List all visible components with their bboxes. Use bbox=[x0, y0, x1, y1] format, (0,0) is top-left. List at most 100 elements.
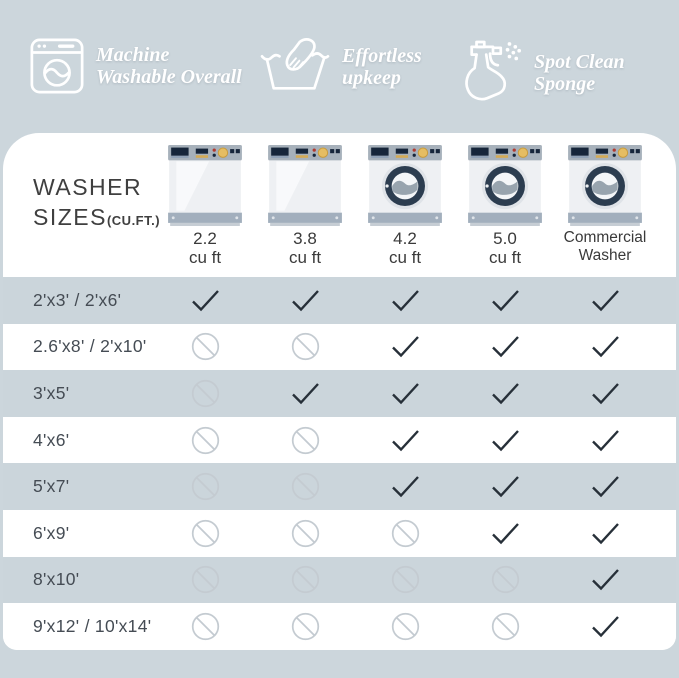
feature-label: Effortless upkeep bbox=[342, 45, 422, 90]
washer-column: 2.2 cu ft bbox=[155, 145, 255, 267]
rug-size-label: 8'x10' bbox=[33, 569, 80, 590]
check-icon bbox=[455, 334, 555, 359]
check-icon bbox=[555, 614, 655, 639]
check-icon bbox=[455, 521, 555, 546]
hand-wash-feature: Effortless upkeep bbox=[258, 36, 422, 98]
feature-label-line: upkeep bbox=[342, 67, 401, 89]
rug-size-label: 9'x12' / 10'x14' bbox=[33, 615, 152, 636]
size-rows: 2'x3' / 2'x6' 2.6'x8' / 2'x10' 3'x5' bbox=[3, 277, 676, 650]
rug-size-label: 2.6'x8' / 2'x10' bbox=[33, 336, 147, 357]
washer-size-label-line: Commercial bbox=[563, 229, 647, 246]
check-icon bbox=[155, 288, 255, 313]
table-row: 4'x6' bbox=[3, 416, 676, 464]
title-suffix: (CU.FT.) bbox=[106, 212, 161, 228]
check-icon bbox=[455, 474, 555, 499]
washer-size-label: 2.2 cu ft bbox=[189, 229, 221, 267]
check-icon bbox=[455, 381, 555, 406]
feature-label-line: Spot Clean bbox=[534, 50, 625, 73]
prohibited-icon bbox=[455, 564, 555, 595]
feature-label: Spot Clean Sponge bbox=[534, 51, 625, 96]
washer-size-label: 5.0 cu ft bbox=[489, 229, 521, 267]
front-load-washer-image bbox=[468, 145, 542, 226]
feature-label: Machine Washable Overall bbox=[96, 44, 242, 89]
check-icon bbox=[555, 474, 655, 499]
washing-machine-icon bbox=[28, 36, 86, 96]
rug-size-label: 3'x5' bbox=[33, 382, 70, 403]
check-icon bbox=[455, 428, 555, 453]
top-load-washer-image bbox=[268, 145, 342, 226]
check-icon bbox=[255, 288, 355, 313]
table-row: 5'x7' bbox=[3, 463, 676, 510]
washer-size-label-line: Washer bbox=[578, 246, 632, 264]
feature-label-line: Machine bbox=[96, 43, 170, 66]
top-load-washer-image bbox=[168, 145, 242, 226]
check-icon bbox=[355, 381, 455, 406]
table-row: 2'x3' / 2'x6' bbox=[3, 277, 676, 324]
table-header: WASHER SIZES(CU.FT.) 2.2 cu ft bbox=[3, 133, 676, 277]
washer-size-label-line: cu ft bbox=[188, 248, 222, 268]
rug-size-label: 5'x7' bbox=[33, 476, 70, 497]
table-row: 3'x5' bbox=[3, 370, 676, 417]
check-icon bbox=[555, 428, 655, 453]
rug-size-label: 6'x9' bbox=[33, 522, 70, 543]
prohibited-icon bbox=[255, 518, 355, 549]
washer-size-label-line: cu ft bbox=[488, 248, 522, 268]
check-icon bbox=[455, 288, 555, 313]
prohibited-icon bbox=[155, 611, 255, 642]
spray-bottle-feature: Spot Clean Sponge bbox=[462, 38, 625, 108]
check-icon bbox=[555, 288, 655, 313]
check-icon bbox=[355, 428, 455, 453]
washer-size-label-line: 4.2 bbox=[393, 229, 417, 248]
check-icon bbox=[555, 567, 655, 592]
prohibited-icon bbox=[355, 564, 455, 595]
rug-size-label: 2'x3' / 2'x6' bbox=[33, 289, 122, 310]
washer-size-label: Commercial Washer bbox=[564, 229, 647, 264]
washer-size-label-line: 2.2 bbox=[193, 229, 217, 248]
washer-column: 5.0 cu ft bbox=[455, 145, 555, 267]
check-icon bbox=[555, 334, 655, 359]
washer-columns: 2.2 cu ft 3.8 cu ft bbox=[155, 145, 655, 267]
table-row: 8'x10' bbox=[3, 556, 676, 604]
front-load-washer-image bbox=[568, 145, 642, 226]
washer-size-label-line: 5.0 bbox=[493, 229, 517, 248]
spray-bottle-icon bbox=[462, 38, 524, 108]
prohibited-icon bbox=[355, 611, 455, 642]
prohibited-icon bbox=[255, 425, 355, 456]
prohibited-icon bbox=[155, 331, 255, 362]
table-row: 2.6'x8' / 2'x10' bbox=[3, 323, 676, 371]
washing-machine-feature: Machine Washable Overall bbox=[28, 36, 242, 96]
prohibited-icon bbox=[155, 378, 255, 409]
prohibited-icon bbox=[355, 518, 455, 549]
table-row: 6'x9' bbox=[3, 509, 676, 557]
washer-size-label-line: 3.8 bbox=[293, 229, 317, 248]
check-icon bbox=[555, 381, 655, 406]
prohibited-icon bbox=[155, 471, 255, 502]
feature-label-line: Sponge bbox=[534, 73, 596, 95]
hand-wash-icon bbox=[258, 36, 332, 98]
prohibited-icon bbox=[255, 331, 355, 362]
washer-size-label-line: cu ft bbox=[388, 248, 422, 268]
check-icon bbox=[255, 381, 355, 406]
washer-size-label: 4.2 cu ft bbox=[389, 229, 421, 267]
check-icon bbox=[355, 288, 455, 313]
rug-size-label: 4'x6' bbox=[33, 429, 70, 450]
feature-label-line: Effortless bbox=[342, 44, 422, 67]
prohibited-icon bbox=[255, 611, 355, 642]
title-line2: SIZES(CU.FT.) bbox=[33, 203, 160, 233]
check-icon bbox=[355, 474, 455, 499]
washer-column: 3.8 cu ft bbox=[255, 145, 355, 267]
washer-size-label-line: cu ft bbox=[288, 248, 322, 268]
prohibited-icon bbox=[255, 564, 355, 595]
washer-table-panel: WASHER SIZES(CU.FT.) 2.2 cu ft bbox=[3, 133, 676, 650]
prohibited-icon bbox=[255, 471, 355, 502]
washer-column: Commercial Washer bbox=[555, 145, 655, 267]
prohibited-icon bbox=[455, 611, 555, 642]
washer-sizes-title: WASHER SIZES(CU.FT.) bbox=[33, 173, 160, 233]
feature-label-line: Washable Overall bbox=[96, 66, 242, 88]
title-line1: WASHER bbox=[33, 174, 143, 200]
check-icon bbox=[555, 521, 655, 546]
title-line2-main: SIZES bbox=[33, 203, 107, 230]
features-bar: Machine Washable Overall Effortless upkeep bbox=[0, 0, 679, 133]
prohibited-icon bbox=[155, 425, 255, 456]
